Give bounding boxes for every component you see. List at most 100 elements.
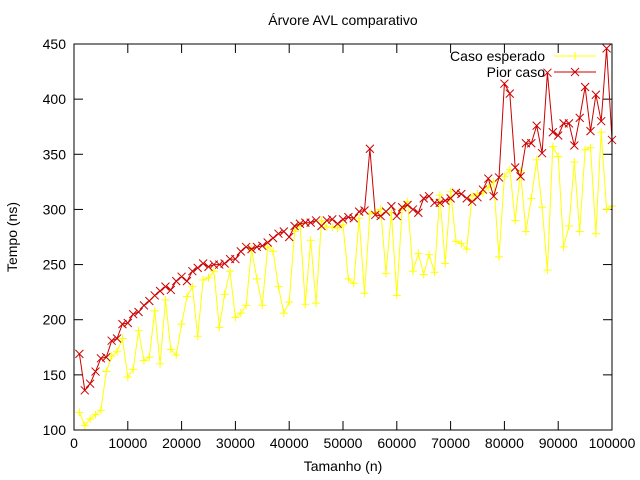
data-point-caso-esperado <box>123 373 132 382</box>
y-tick-label: 200 <box>43 312 67 328</box>
legend: Caso esperado Pior caso <box>450 48 596 80</box>
data-point-pior-caso <box>96 353 106 363</box>
x-tick-label: 20000 <box>162 435 201 451</box>
data-point-pior-caso <box>387 201 396 211</box>
data-point-pior-caso <box>322 216 332 225</box>
data-point-caso-esperado <box>279 309 288 318</box>
legend-marker-pior-caso <box>570 67 580 77</box>
x-tick-label: 80000 <box>485 435 524 451</box>
data-point-caso-esperado <box>457 239 466 248</box>
data-point-caso-esperado <box>446 187 455 196</box>
data-point-pior-caso <box>602 44 611 53</box>
data-point-caso-esperado <box>538 203 547 212</box>
data-point-pior-caso <box>510 163 520 172</box>
data-point-caso-esperado <box>150 306 159 315</box>
data-point-pior-caso <box>451 188 461 198</box>
data-point-caso-esperado <box>172 351 181 360</box>
data-point-pior-caso <box>338 215 348 224</box>
data-point-pior-caso <box>403 200 412 210</box>
data-point-caso-esperado <box>548 142 557 151</box>
data-point-pior-caso <box>494 173 504 182</box>
y-tick-label: 150 <box>43 367 67 383</box>
data-point-caso-esperado <box>591 229 600 238</box>
data-point-pior-caso <box>128 309 138 319</box>
data-point-pior-caso <box>457 189 466 199</box>
data-point-pior-caso <box>467 197 477 207</box>
data-point-pior-caso <box>188 266 197 276</box>
data-point-pior-caso <box>435 198 445 208</box>
data-point-caso-esperado <box>156 359 165 368</box>
data-point-caso-esperado <box>113 347 122 356</box>
series-layer <box>75 44 617 430</box>
data-point-pior-caso <box>177 272 186 282</box>
data-point-pior-caso <box>500 79 509 89</box>
data-point-caso-esperado <box>166 345 175 354</box>
data-point-caso-esperado <box>419 270 428 279</box>
plot-frame <box>73 43 613 431</box>
x-tick-label: 100000 <box>589 435 636 451</box>
data-point-pior-caso <box>107 336 117 346</box>
data-point-caso-esperado <box>602 205 611 214</box>
data-point-pior-caso <box>257 241 267 251</box>
data-point-pior-caso <box>516 171 525 181</box>
data-point-pior-caso <box>112 334 122 343</box>
data-point-pior-caso <box>333 219 342 229</box>
data-point-caso-esperado <box>527 194 536 203</box>
y-tick-label: 100 <box>43 422 67 438</box>
data-point-pior-caso <box>101 352 111 362</box>
data-point-pior-caso <box>532 121 542 130</box>
data-point-pior-caso <box>483 174 493 183</box>
data-point-pior-caso <box>575 113 585 123</box>
data-point-caso-esperado <box>199 276 208 285</box>
data-point-pior-caso <box>263 238 273 247</box>
data-point-caso-esperado <box>129 365 138 374</box>
data-point-caso-esperado <box>301 300 310 309</box>
data-point-pior-caso <box>252 242 262 252</box>
data-point-pior-caso <box>198 259 208 268</box>
data-point-caso-esperado <box>387 208 396 217</box>
data-point-caso-esperado <box>252 274 261 283</box>
data-point-pior-caso <box>397 202 407 212</box>
data-point-caso-esperado <box>451 237 460 246</box>
data-point-caso-esperado <box>441 259 450 268</box>
data-point-pior-caso <box>564 119 574 128</box>
data-point-caso-esperado <box>564 221 573 230</box>
data-point-pior-caso <box>134 307 143 317</box>
series-line-caso-esperado <box>78 132 613 427</box>
data-point-caso-esperado <box>554 152 563 161</box>
data-point-pior-caso <box>349 213 359 223</box>
data-point-caso-esperado <box>209 267 218 276</box>
data-point-caso-esperado <box>80 421 89 430</box>
data-point-caso-esperado <box>317 216 326 225</box>
data-point-caso-esperado <box>134 326 143 335</box>
x-tick-label: 60000 <box>377 435 416 451</box>
data-point-caso-esperado <box>269 247 278 256</box>
data-point-caso-esperado <box>339 220 347 229</box>
data-point-caso-esperado <box>312 299 321 308</box>
data-point-caso-esperado <box>306 236 315 245</box>
data-point-caso-esperado <box>355 214 364 223</box>
data-point-pior-caso <box>440 196 450 205</box>
data-point-caso-esperado <box>161 295 170 304</box>
data-point-pior-caso <box>473 192 482 202</box>
data-point-pior-caso <box>537 148 547 158</box>
data-point-pior-caso <box>118 319 127 329</box>
y-tick-label: 250 <box>43 257 67 273</box>
data-point-pior-caso <box>193 263 203 273</box>
data-point-caso-esperado <box>500 172 509 181</box>
chart-title: Árvore AVL comparativo <box>268 12 418 28</box>
data-point-caso-esperado <box>575 227 584 236</box>
data-point-pior-caso <box>220 259 229 268</box>
data-point-caso-esperado <box>425 250 434 259</box>
x-tick-label: 0 <box>70 435 78 451</box>
data-point-caso-esperado <box>581 145 590 154</box>
x-tick-label: 40000 <box>270 435 309 451</box>
y-tick-label: 400 <box>43 91 67 107</box>
data-point-caso-esperado <box>462 245 471 254</box>
data-point-caso-esperado <box>118 334 127 343</box>
data-point-caso-esperado <box>430 268 439 277</box>
data-point-caso-esperado <box>543 266 552 275</box>
data-point-caso-esperado <box>96 406 105 415</box>
legend-label-pior-caso: Pior caso <box>487 64 546 80</box>
